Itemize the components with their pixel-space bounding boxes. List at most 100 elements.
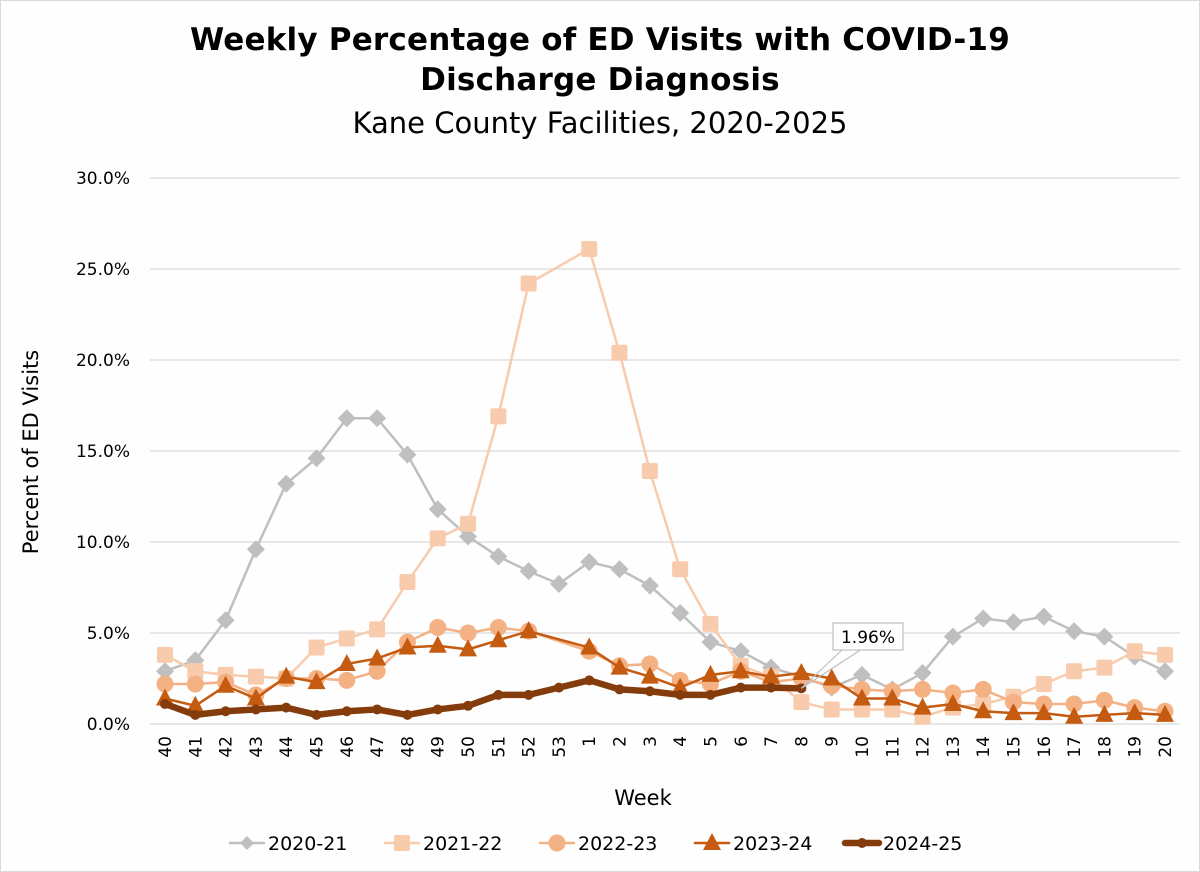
- data-point: [493, 689, 504, 700]
- data-point: [156, 688, 174, 706]
- data-point: [553, 682, 564, 693]
- legend-label: 2022-23: [578, 833, 657, 855]
- data-point: [1126, 643, 1143, 660]
- data-point: [281, 702, 292, 713]
- x-axis-ticks: 40 41 42 43 44 45 46 47 48 49 50 51 52 53 1 2 3 4 5 6 7 8 9 10 1…: [156, 736, 1176, 758]
- data-point: [701, 633, 720, 652]
- x-tick-label: 13: [944, 736, 964, 758]
- data-point: [216, 675, 235, 693]
- data-point: [1004, 693, 1022, 711]
- data-point: [735, 682, 746, 693]
- x-tick-label: 9: [823, 736, 843, 747]
- data-point: [644, 686, 655, 697]
- data-point: [852, 688, 871, 706]
- y-tick-label: 30.0%: [76, 169, 130, 189]
- data-point: [823, 701, 840, 718]
- x-tick-label: 40: [156, 736, 176, 758]
- data-point: [792, 663, 811, 681]
- data-point: [246, 540, 265, 559]
- data-point: [341, 706, 352, 717]
- data-point: [307, 449, 326, 468]
- data-point: [463, 700, 474, 711]
- data-point: [311, 709, 322, 720]
- chart-title-text: Weekly Percentage of ED Visits with COVI…: [190, 22, 1010, 98]
- data-point: [705, 689, 716, 700]
- data-point: [1156, 662, 1174, 681]
- series-2022-23: [156, 619, 1174, 720]
- data-point: [675, 689, 686, 700]
- data-point: [1156, 704, 1174, 722]
- data-point: [1125, 703, 1144, 721]
- x-tick-label: 8: [792, 736, 812, 747]
- data-point: [914, 680, 932, 698]
- data-point: [402, 709, 413, 720]
- data-point: [1035, 675, 1052, 692]
- x-tick-label: 47: [368, 736, 388, 758]
- callout-label: 1.96%: [841, 628, 895, 648]
- annotations: 1.96%: [800, 622, 904, 689]
- data-point: [489, 547, 508, 566]
- data-point: [428, 635, 447, 653]
- data-point: [186, 675, 204, 693]
- legend: 2020-21 2021-22 2022-23 2023-24 2024-25: [228, 833, 962, 855]
- data-point: [307, 672, 326, 690]
- legend-item: 2023-24: [693, 833, 812, 855]
- data-point: [459, 527, 478, 546]
- x-tick-label: 6: [732, 736, 752, 747]
- data-point: [1066, 663, 1083, 680]
- data-point: [1157, 646, 1173, 663]
- data-point: [520, 275, 537, 292]
- data-point: [974, 680, 992, 698]
- data-point: [459, 624, 477, 642]
- x-tick-label: 1: [580, 736, 600, 747]
- data-point: [187, 663, 204, 680]
- data-point: [549, 574, 568, 593]
- series-group: [156, 240, 1174, 725]
- x-axis-title: Week: [614, 786, 672, 810]
- data-point: [1065, 706, 1084, 724]
- data-point: [1095, 691, 1113, 709]
- data-point: [246, 688, 265, 706]
- data-point: [459, 639, 478, 657]
- data-point: [943, 693, 962, 711]
- x-tick-label: 53: [550, 736, 570, 758]
- x-tick-label: 3: [641, 736, 661, 747]
- data-point: [369, 621, 386, 638]
- data-point: [822, 668, 841, 686]
- series-line: [163, 416, 1167, 691]
- y-tick-label: 10.0%: [76, 533, 130, 553]
- x-tick-label: 5: [701, 736, 721, 747]
- data-point: [883, 688, 902, 706]
- callout-leader: [801, 648, 863, 689]
- x-tick-label: 51: [489, 736, 509, 758]
- chart-subtitle: Kane County Facilities, 2020-2025: [352, 106, 848, 140]
- data-point: [581, 240, 598, 257]
- y-tick-label: 15.0%: [76, 442, 130, 462]
- data-point: [640, 576, 659, 595]
- data-point: [220, 706, 231, 717]
- data-point: [640, 666, 659, 684]
- data-point: [1065, 622, 1084, 641]
- data-point: [372, 704, 383, 715]
- data-point: [490, 408, 507, 425]
- data-point: [793, 694, 810, 711]
- data-point: [399, 574, 416, 591]
- series-2023-24: [156, 621, 1174, 724]
- callout-box: [832, 622, 904, 651]
- y-axis-title: Percent of ED Visits: [19, 350, 43, 554]
- data-point: [943, 627, 962, 646]
- data-point: [190, 709, 201, 720]
- data-point: [250, 704, 261, 715]
- legend-item: 2022-23: [538, 833, 657, 855]
- data-point: [1004, 703, 1023, 721]
- data-point: [277, 474, 296, 493]
- data-point: [429, 619, 447, 637]
- data-point: [338, 630, 355, 647]
- data-point: [1034, 703, 1053, 721]
- x-tick-label: 17: [1065, 736, 1085, 758]
- x-tick-label: 45: [308, 736, 328, 758]
- data-point: [1095, 627, 1114, 646]
- x-tick-label: 19: [1126, 736, 1146, 758]
- legend-item: 2024-25: [841, 833, 962, 855]
